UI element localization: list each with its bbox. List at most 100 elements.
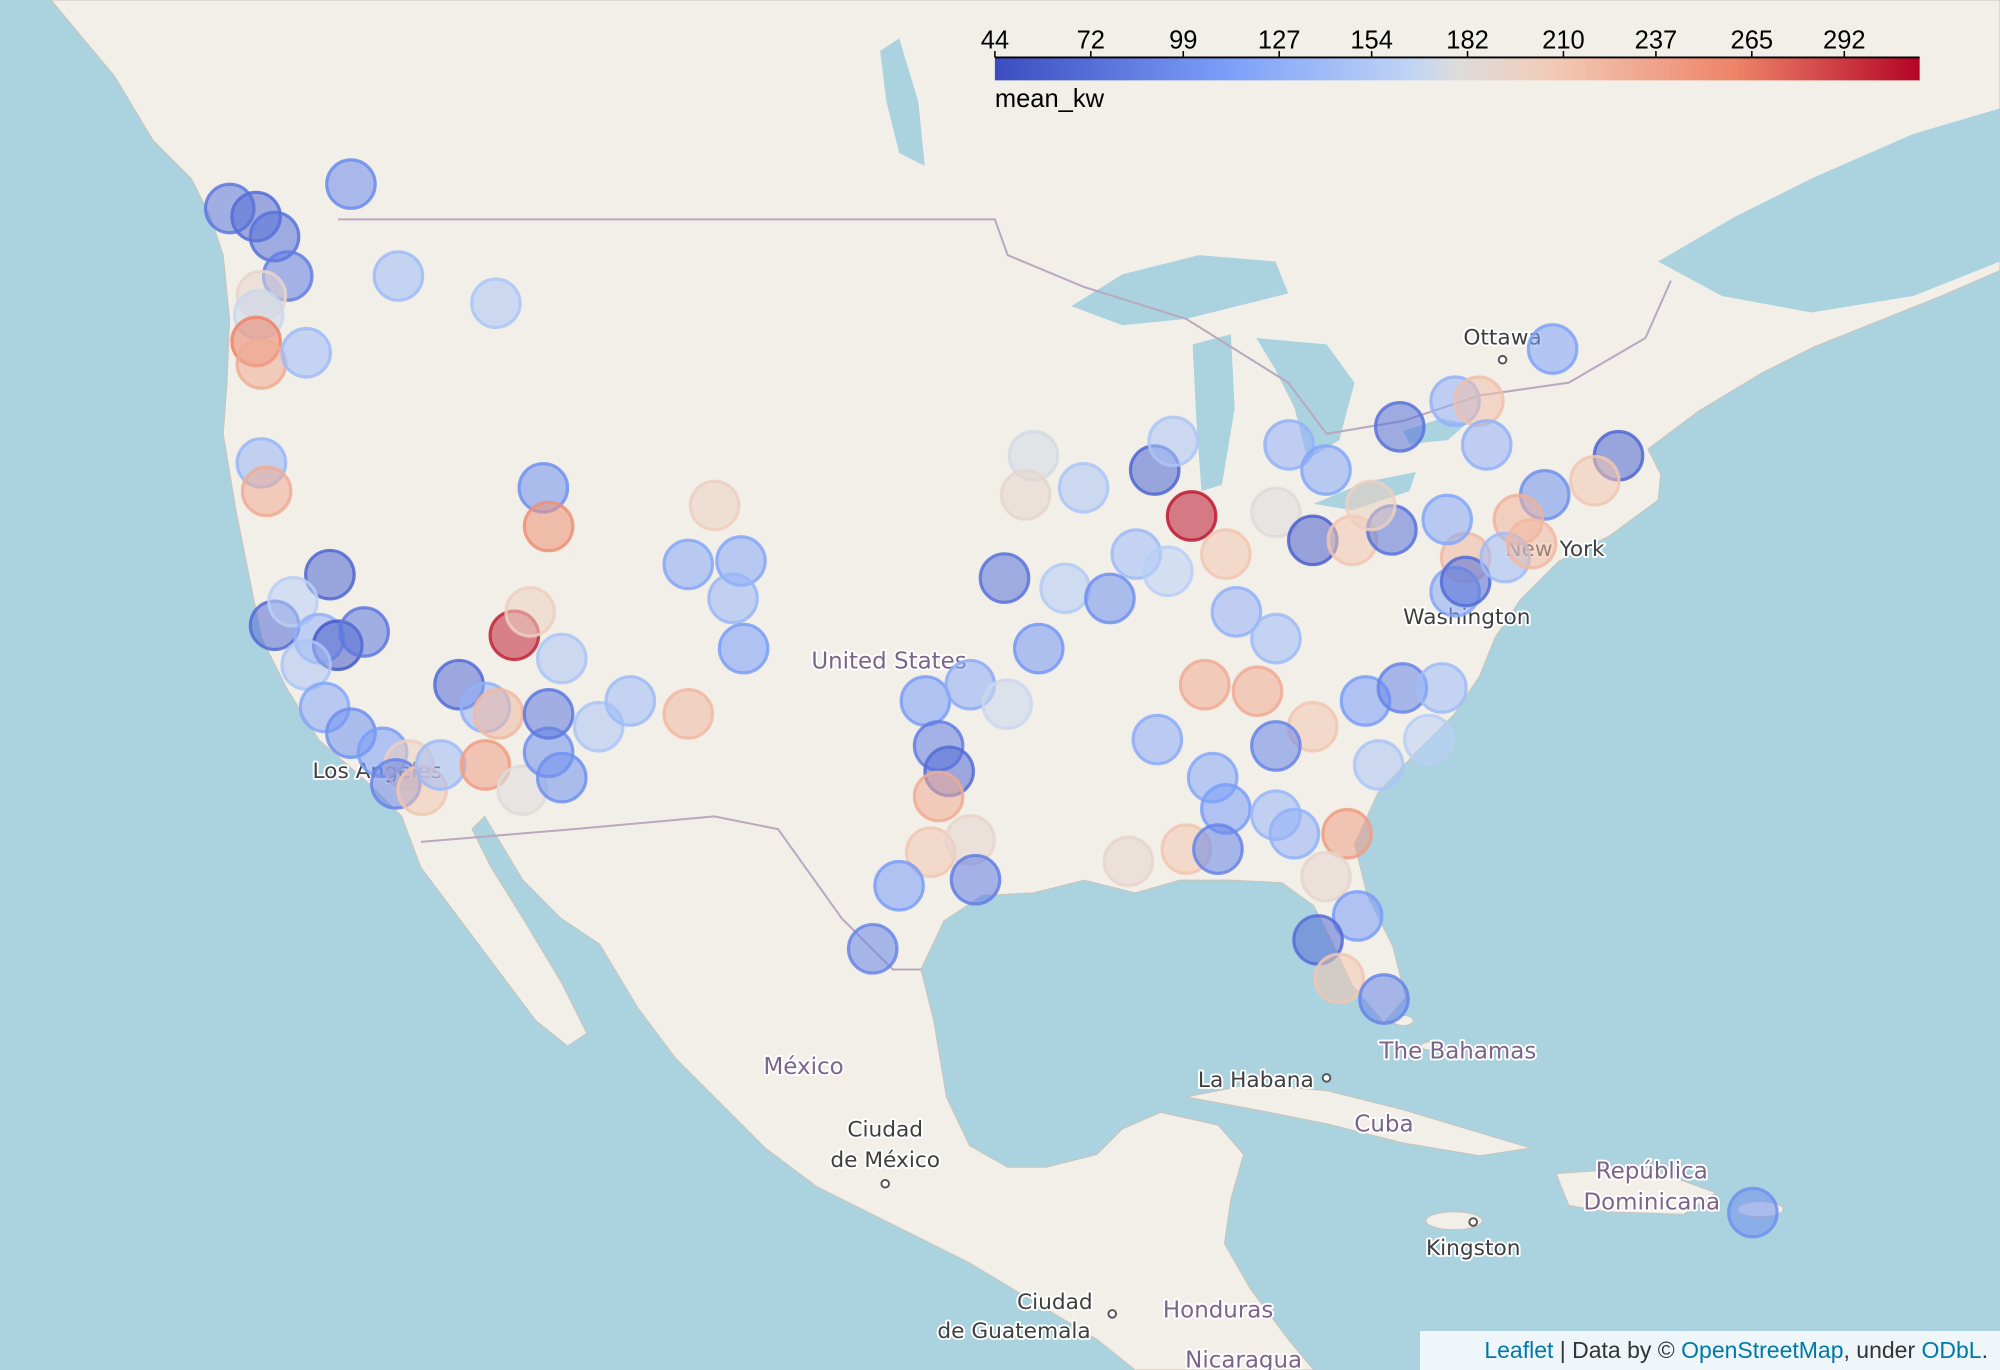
country-label: Nicaragua bbox=[1185, 1347, 1302, 1370]
gulf-of-st-lawrence bbox=[1658, 108, 2000, 313]
station-marker bbox=[1268, 807, 1321, 860]
station-marker bbox=[1057, 461, 1110, 514]
station-marker bbox=[1526, 323, 1579, 375]
colorbar-tick-label: 127 bbox=[1258, 26, 1301, 54]
station-marker bbox=[1402, 713, 1455, 766]
station-marker bbox=[1084, 572, 1136, 625]
borders bbox=[338, 218, 1672, 971]
station-marker bbox=[846, 922, 899, 975]
colorbar-tick-label: 182 bbox=[1446, 26, 1489, 54]
station-marker bbox=[1352, 739, 1405, 791]
station-marker bbox=[1131, 713, 1184, 766]
station-marker bbox=[1331, 890, 1384, 942]
city-dot bbox=[1107, 1309, 1118, 1319]
station-marker bbox=[1727, 1186, 1779, 1239]
country-label: Cuba bbox=[1354, 1111, 1413, 1137]
markers bbox=[203, 158, 1779, 1239]
station-marker bbox=[414, 739, 467, 791]
station-marker bbox=[267, 575, 319, 628]
leaflet-link[interactable]: Leaflet bbox=[1484, 1337, 1554, 1363]
station-marker bbox=[1300, 850, 1352, 903]
city-dot bbox=[880, 1178, 890, 1189]
station-marker bbox=[717, 622, 770, 675]
station-marker bbox=[1250, 486, 1302, 539]
colorbar-tick-label: 210 bbox=[1542, 26, 1585, 54]
lakes bbox=[880, 38, 2000, 511]
station-marker bbox=[1250, 720, 1302, 772]
station-marker bbox=[1263, 419, 1315, 471]
station-marker bbox=[1421, 493, 1474, 546]
station-marker bbox=[325, 158, 377, 210]
city-label: La Habana bbox=[1198, 1068, 1314, 1093]
station-marker bbox=[1344, 479, 1397, 532]
odbl-link[interactable]: ODbL bbox=[1921, 1337, 1982, 1363]
attribution-text: | Data by © bbox=[1553, 1337, 1682, 1363]
station-marker bbox=[535, 751, 588, 804]
city-dot bbox=[1468, 1217, 1478, 1227]
station-marker bbox=[1568, 454, 1621, 507]
station-marker bbox=[240, 465, 293, 518]
station-marker bbox=[1039, 562, 1091, 615]
north-america bbox=[50, 0, 2000, 1370]
station-marker bbox=[235, 338, 288, 390]
city-dot bbox=[1321, 1073, 1332, 1083]
city-dot bbox=[1497, 354, 1508, 365]
station-marker bbox=[1165, 490, 1218, 542]
station-marker bbox=[662, 538, 715, 591]
colorbar-tick-label: 44 bbox=[981, 26, 1009, 54]
country-label: The Bahamas bbox=[1379, 1039, 1537, 1065]
station-marker bbox=[472, 688, 525, 740]
station-marker bbox=[1321, 807, 1373, 860]
station-marker bbox=[522, 688, 575, 740]
hispaniola bbox=[1555, 1166, 1717, 1215]
colorbar-tick-label: 237 bbox=[1635, 26, 1678, 54]
station-marker bbox=[504, 586, 556, 638]
station-marker bbox=[280, 326, 332, 379]
colorbar-label: mean_kw bbox=[995, 85, 1105, 113]
station-marker bbox=[304, 548, 356, 601]
station-marker bbox=[1313, 952, 1365, 1005]
colorbar-tick-label: 265 bbox=[1731, 26, 1774, 54]
station-marker bbox=[707, 572, 759, 625]
station-marker bbox=[470, 277, 522, 330]
colorbar-tick-label: 154 bbox=[1350, 26, 1393, 54]
station-marker bbox=[1200, 528, 1252, 580]
city-label: Ciudad bbox=[1017, 1290, 1093, 1315]
jamaica bbox=[1425, 1211, 1483, 1231]
station-marker bbox=[1250, 612, 1302, 665]
country-label: México bbox=[763, 1054, 843, 1080]
station-marker bbox=[522, 500, 575, 553]
station-marker bbox=[1358, 973, 1410, 1025]
lake-superior bbox=[1071, 255, 1289, 326]
station-marker bbox=[1147, 415, 1199, 468]
lake-winnipeg bbox=[880, 38, 925, 166]
station-marker bbox=[1192, 823, 1244, 875]
station-marker bbox=[1439, 555, 1492, 608]
country-label: Dominicana bbox=[1583, 1189, 1720, 1215]
country-label: Honduras bbox=[1163, 1298, 1273, 1324]
station-marker bbox=[1231, 665, 1284, 718]
station-marker bbox=[1505, 517, 1558, 570]
lake-huron bbox=[1256, 338, 1355, 460]
country-label: United States bbox=[811, 648, 966, 674]
osm-link[interactable]: OpenStreetMap bbox=[1681, 1337, 1844, 1363]
station-marker bbox=[338, 606, 390, 658]
colorbar-tick-label: 292 bbox=[1823, 26, 1866, 54]
attribution-text: . bbox=[1981, 1337, 1988, 1363]
station-marker bbox=[1210, 586, 1263, 638]
station-marker bbox=[1102, 835, 1155, 888]
station-marker bbox=[280, 639, 332, 691]
station-marker bbox=[688, 479, 741, 532]
station-marker bbox=[949, 853, 1002, 906]
station-marker bbox=[978, 552, 1031, 604]
city-label: Kingston bbox=[1426, 1236, 1521, 1261]
station-marker bbox=[459, 739, 512, 791]
station-marker bbox=[604, 675, 657, 727]
station-marker bbox=[1012, 622, 1065, 675]
us-canada-border bbox=[338, 218, 1672, 435]
station-marker bbox=[899, 675, 952, 727]
attribution-text: , under bbox=[1843, 1337, 1922, 1363]
city-label: de Guatemala bbox=[937, 1319, 1090, 1344]
